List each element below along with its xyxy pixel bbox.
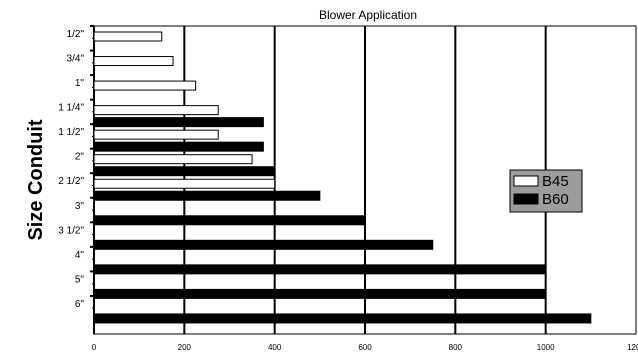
bar-b45 (94, 81, 196, 90)
legend-swatch-b45 (514, 176, 538, 186)
y-tick-label: 3" (75, 201, 85, 212)
chart-title: Blower Application (319, 8, 417, 22)
y-tick-label: 1" (75, 78, 85, 89)
y-tick-label: 6" (75, 299, 85, 310)
x-tick-label: 400 (268, 343, 282, 352)
y-tick-label: 1 1/4" (58, 103, 84, 114)
y-tick-label: 1/2" (67, 29, 85, 40)
legend-label-b60: B60 (542, 191, 569, 208)
bar-b60 (94, 191, 320, 200)
x-tick-label: 1200 (627, 343, 638, 352)
y-tick-label: 5" (75, 274, 85, 285)
y-tick-label: 2 1/2" (58, 176, 84, 187)
y-tick-label: 3 1/2" (58, 225, 84, 236)
x-tick-label: 1000 (537, 343, 555, 352)
bar-b60 (94, 289, 546, 298)
bar-b60 (94, 240, 433, 249)
legend-swatch-b60 (514, 194, 538, 204)
y-tick-label: 3/4" (67, 54, 85, 65)
x-tick-label: 200 (178, 343, 192, 352)
x-tick-label: 0 (92, 343, 97, 352)
bar-b60 (94, 118, 263, 127)
x-tick-label: 800 (449, 343, 463, 352)
bar-b45 (94, 155, 252, 164)
y-axis-title: Size Conduit (25, 119, 47, 240)
bar-b60 (94, 216, 365, 225)
bar-b45 (94, 179, 275, 188)
y-tick-label: 4" (75, 250, 85, 261)
y-tick-label: 2" (75, 152, 85, 163)
bar-b45 (94, 106, 218, 115)
y-tick-label: 1 1/2" (58, 127, 84, 138)
bar-b60 (94, 142, 263, 151)
bar-b60 (94, 265, 546, 274)
legend-label-b45: B45 (542, 173, 569, 190)
x-tick-label: 600 (358, 343, 372, 352)
bar-b60 (94, 314, 591, 323)
bar-b45 (94, 130, 218, 139)
bar-b45 (94, 57, 173, 66)
bar-b60 (94, 167, 275, 176)
bar-b45 (94, 32, 162, 41)
